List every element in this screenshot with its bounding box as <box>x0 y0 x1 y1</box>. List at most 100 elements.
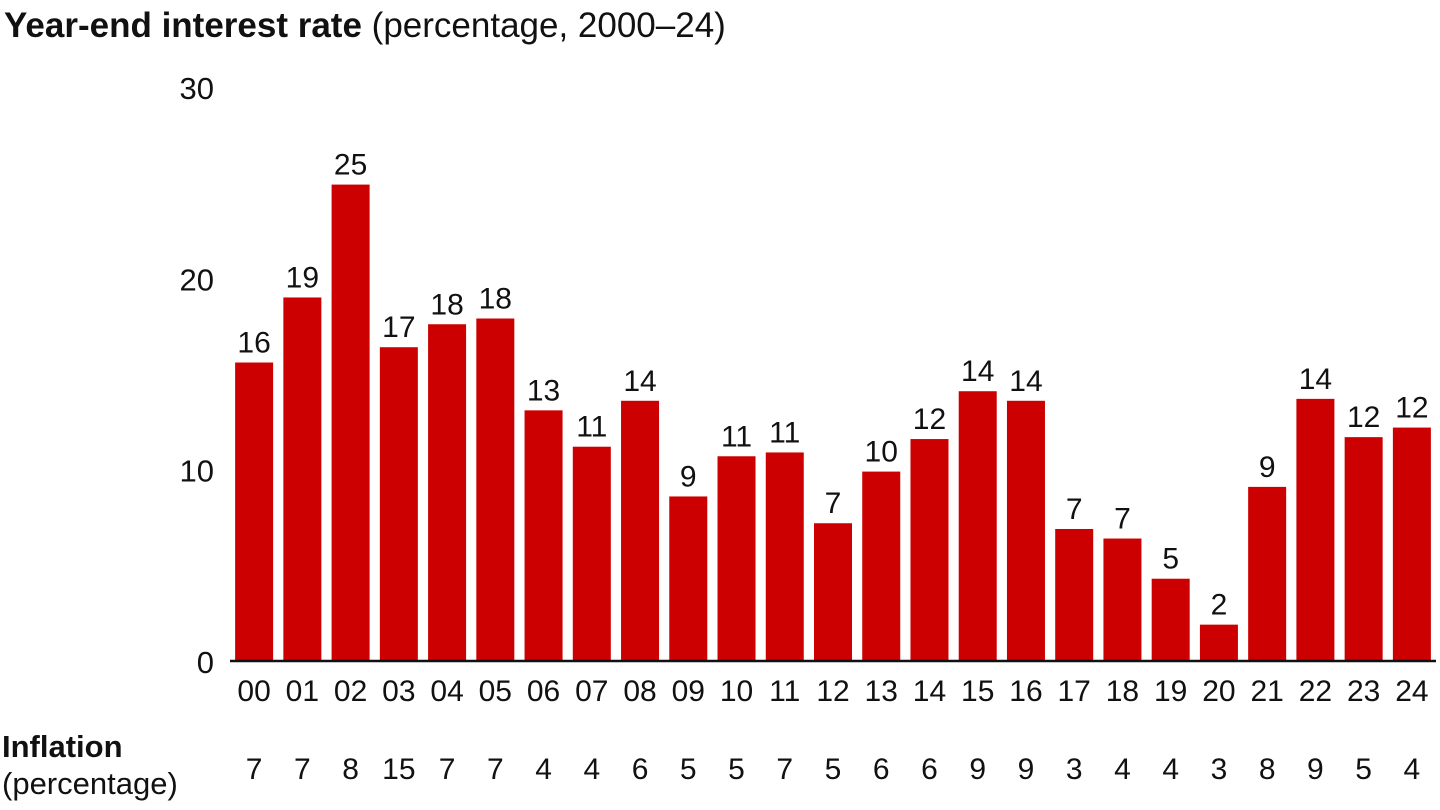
bar <box>910 439 949 661</box>
bar <box>331 184 370 661</box>
x-tick-label: 16 <box>1009 675 1042 708</box>
bar-value-label: 14 <box>1009 365 1042 398</box>
inflation-value: 15 <box>382 753 415 786</box>
bar-value-label: 14 <box>1299 363 1332 396</box>
bar <box>1248 486 1287 661</box>
bar <box>572 446 611 661</box>
bar <box>1296 398 1335 661</box>
bar <box>379 347 418 661</box>
bar <box>235 362 274 661</box>
bar-value-label: 17 <box>382 311 415 344</box>
y-axis-ticks: 0 10 20 30 <box>180 71 214 680</box>
x-tick-label: 01 <box>286 675 319 708</box>
inflation-value: 5 <box>728 753 745 786</box>
inflation-value: 4 <box>583 753 600 786</box>
bar <box>1055 528 1094 661</box>
inflation-value: 4 <box>1114 753 1131 786</box>
x-tick-label: 14 <box>913 675 946 708</box>
x-tick-label: 05 <box>479 675 512 708</box>
x-tick-label: 04 <box>430 675 463 708</box>
x-tick-label: 20 <box>1202 675 1235 708</box>
x-tick-label: 22 <box>1299 675 1332 708</box>
inflation-value: 9 <box>1307 753 1324 786</box>
x-tick-label: 24 <box>1395 675 1428 708</box>
bar-value-label: 9 <box>680 460 697 493</box>
x-tick-label: 11 <box>769 675 800 708</box>
inflation-value: 7 <box>439 753 456 786</box>
bar <box>283 297 322 661</box>
bar-value-label: 13 <box>527 374 560 407</box>
inflation-value: 4 <box>535 753 552 786</box>
bar <box>862 471 901 661</box>
bar-value-label: 7 <box>825 487 842 520</box>
bar <box>717 456 756 661</box>
bar-value-label: 12 <box>1347 401 1380 434</box>
bar-value-label: 14 <box>623 365 656 398</box>
inflation-values: 7 7 8 15 7 7 4 4 6 5 5 7 5 6 6 9 9 3 4 4 3 8 9 5 4 <box>246 753 1420 786</box>
inflation-value: 5 <box>1355 753 1372 786</box>
bar-value-label: 12 <box>1395 392 1428 425</box>
inflation-value: 4 <box>1162 753 1179 786</box>
inflation-value: 9 <box>969 753 986 786</box>
y-tick-label: 20 <box>180 262 214 297</box>
bar-value-label: 2 <box>1211 589 1228 622</box>
x-tick-label: 19 <box>1154 675 1187 708</box>
bar-value-label: 19 <box>286 261 319 294</box>
chart-title-regular: (percentage, 2000–24) <box>371 6 726 45</box>
inflation-value: 4 <box>1404 753 1421 786</box>
inflation-value: 3 <box>1211 753 1228 786</box>
bar <box>1344 437 1383 661</box>
bars <box>235 184 1431 661</box>
bar-value-label: 18 <box>479 283 512 316</box>
x-tick-label: 06 <box>527 675 560 708</box>
inflation-label-bold: Inflation <box>2 729 123 764</box>
chart-title: Year-end interest rate (percentage, 2000… <box>4 2 726 50</box>
bar <box>1392 427 1431 661</box>
x-axis-ticks: 00 01 02 03 04 05 06 07 08 09 10 11 12 13 14 15 16 17 18 19… <box>237 675 1428 708</box>
bar <box>621 400 660 661</box>
bar-value-label: 10 <box>865 436 898 469</box>
inflation-value: 7 <box>246 753 263 786</box>
x-tick-label: 08 <box>623 675 656 708</box>
inflation-value: 7 <box>294 753 311 786</box>
bar-value-label: 11 <box>769 416 800 449</box>
bar <box>1151 578 1190 661</box>
inflation-value: 8 <box>342 753 359 786</box>
x-tick-label: 23 <box>1347 675 1380 708</box>
inflation-label: Inflation (percentage) <box>2 728 178 802</box>
x-tick-label: 18 <box>1106 675 1139 708</box>
bar <box>669 496 708 661</box>
x-tick-label: 09 <box>672 675 705 708</box>
bar <box>1103 538 1142 661</box>
bar <box>1199 624 1238 661</box>
bar-value-label: 11 <box>576 411 607 444</box>
x-tick-label: 02 <box>334 675 367 708</box>
bar <box>476 318 515 661</box>
x-tick-label: 15 <box>961 675 994 708</box>
y-tick-label: 0 <box>197 645 214 680</box>
inflation-value: 9 <box>1018 753 1035 786</box>
bar-value-label: 7 <box>1114 503 1131 536</box>
y-tick-label: 10 <box>180 454 214 489</box>
x-tick-label: 03 <box>382 675 415 708</box>
x-tick-label: 12 <box>816 675 849 708</box>
x-tick-label: 07 <box>575 675 608 708</box>
inflation-value: 8 <box>1259 753 1276 786</box>
bar-value-label: 5 <box>1162 543 1179 576</box>
bar <box>428 324 467 661</box>
inflation-value: 7 <box>776 753 793 786</box>
inflation-value: 5 <box>825 753 842 786</box>
bar-value-label: 11 <box>721 420 752 453</box>
bar <box>765 452 804 661</box>
inflation-value: 6 <box>873 753 890 786</box>
x-tick-label: 21 <box>1250 675 1283 708</box>
bar-value-label: 12 <box>913 403 946 436</box>
y-tick-label: 30 <box>180 71 214 106</box>
inflation-value: 6 <box>921 753 938 786</box>
x-tick-label: 00 <box>237 675 270 708</box>
bar-value-label: 7 <box>1066 493 1083 526</box>
bar-value-label: 18 <box>430 288 463 321</box>
inflation-value: 7 <box>487 753 504 786</box>
